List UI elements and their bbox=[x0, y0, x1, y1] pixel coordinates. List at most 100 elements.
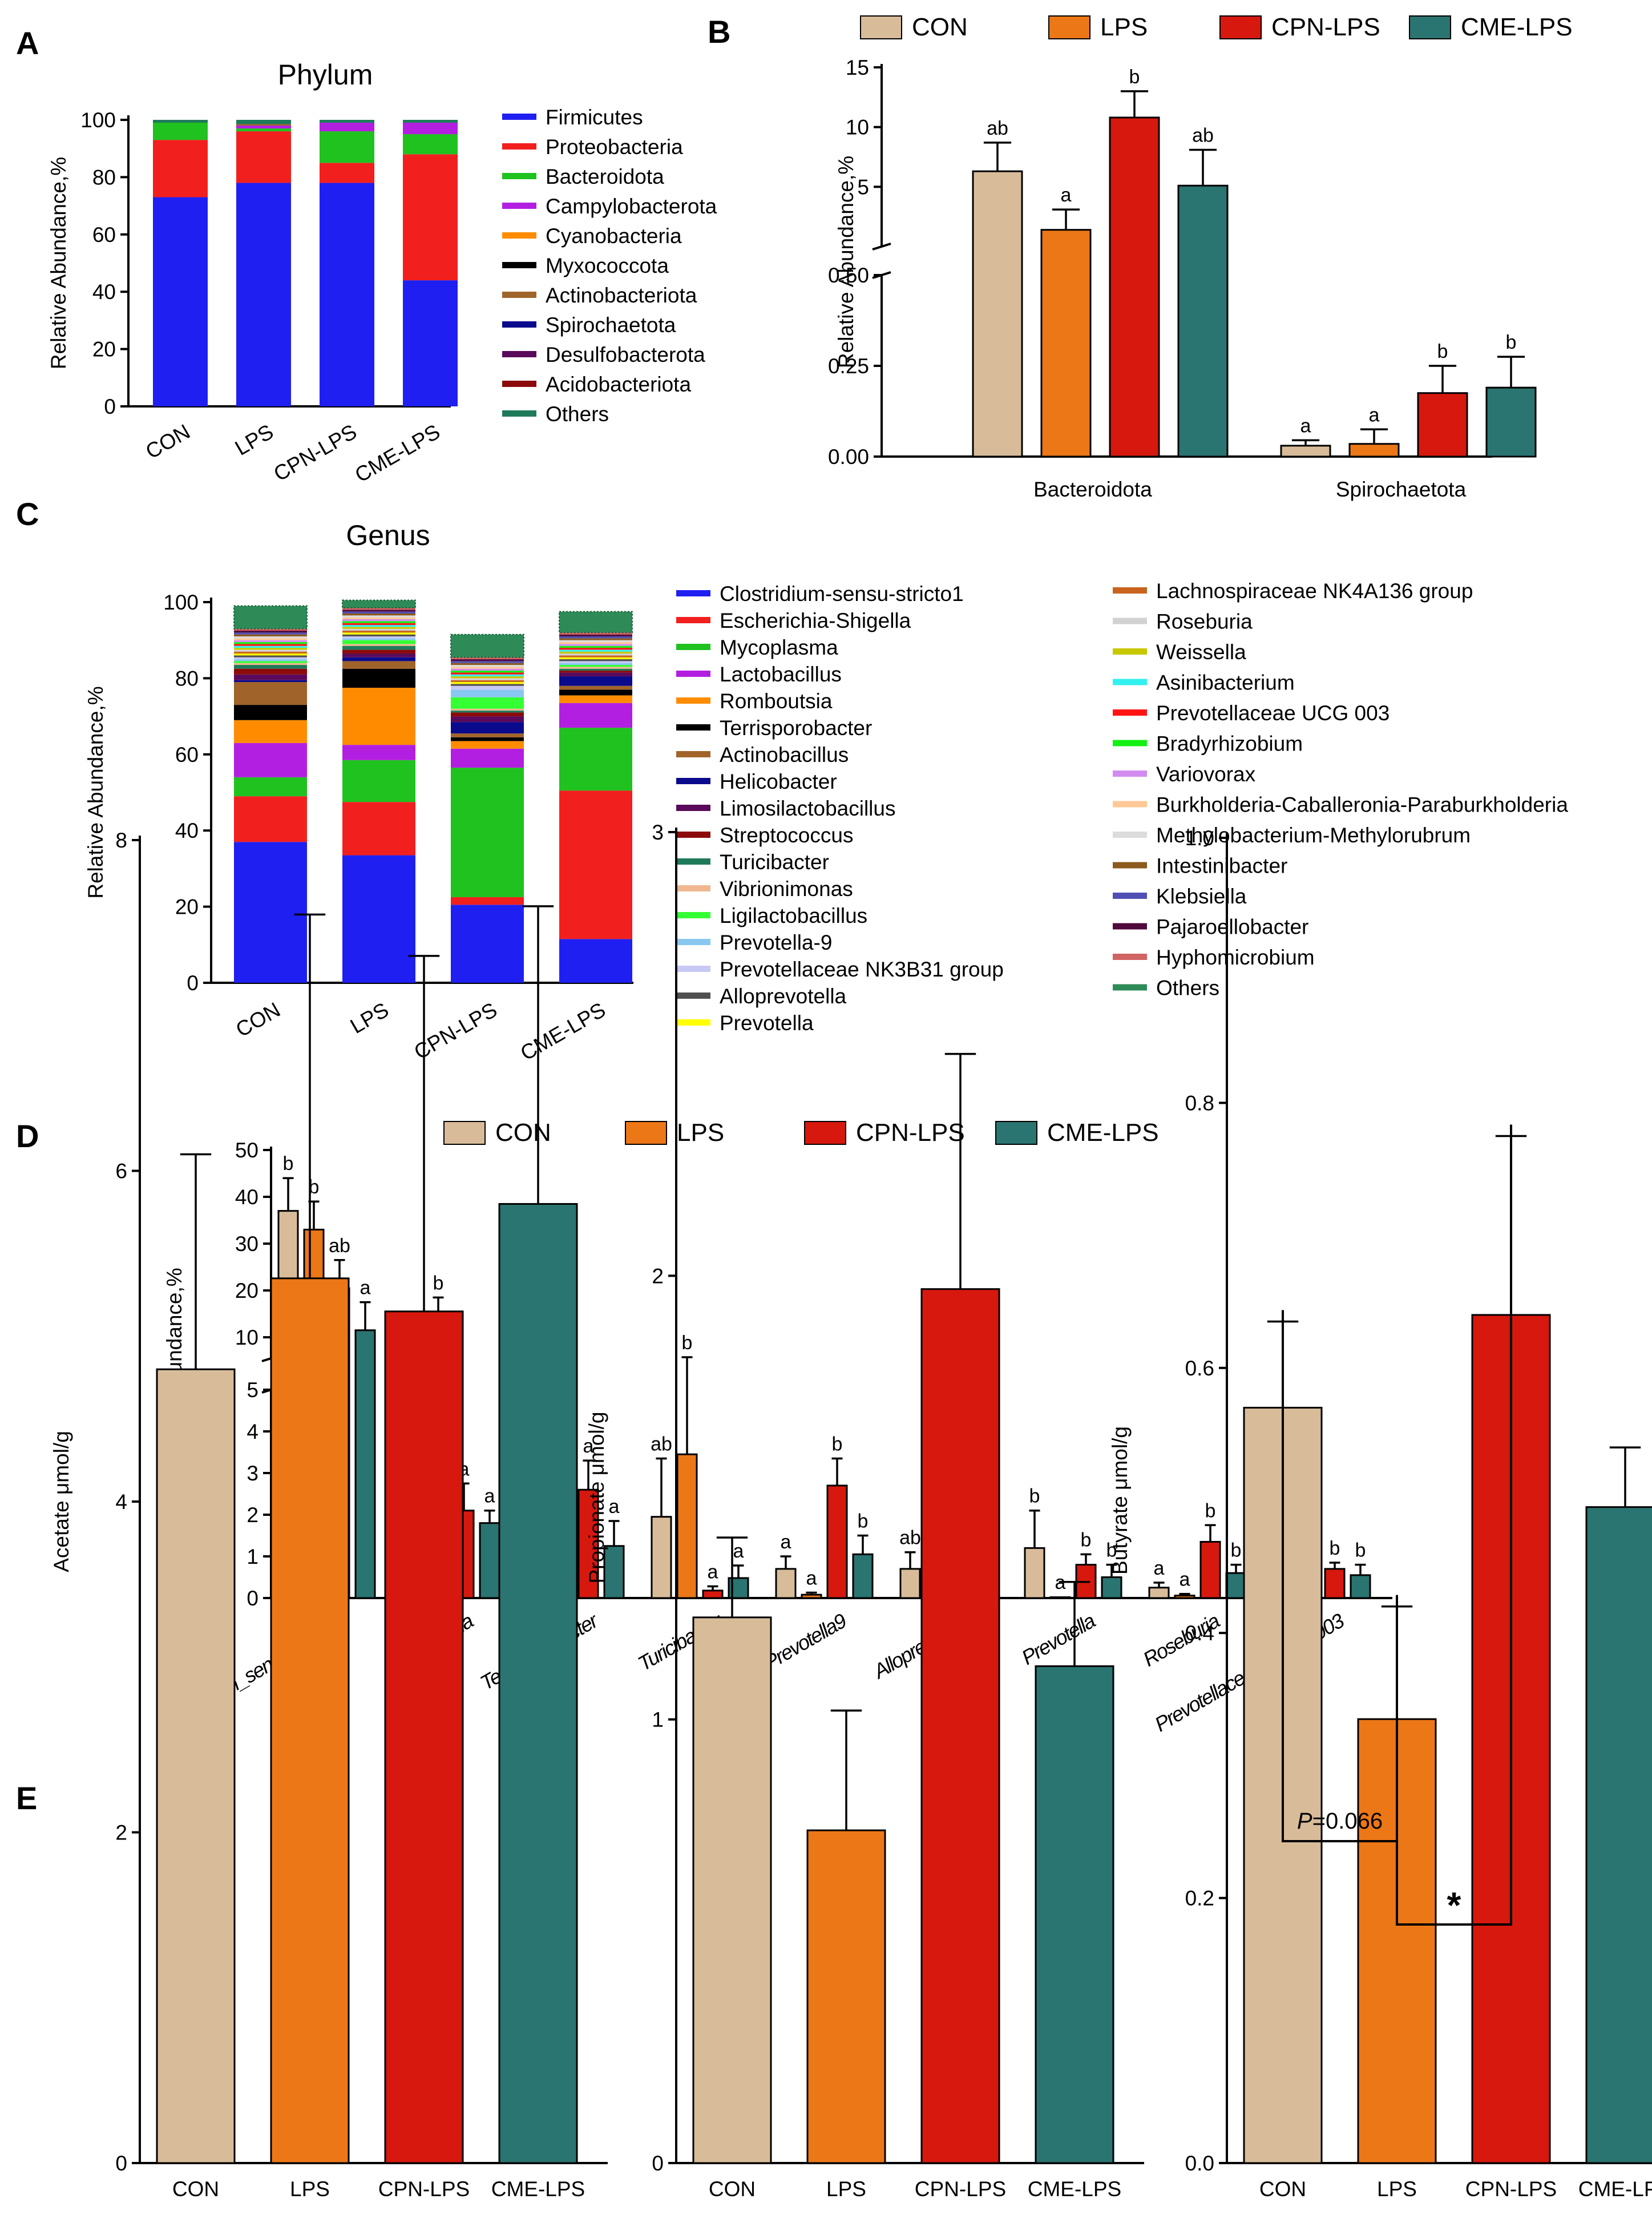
stacked-bar-segment bbox=[451, 674, 524, 677]
stacked-bar-segment bbox=[234, 659, 307, 661]
chart-e1-y-tick-label: 6 bbox=[115, 1160, 127, 1183]
bar bbox=[1177, 184, 1229, 458]
stacked-bar-segment bbox=[236, 120, 291, 124]
panel-d-label: D bbox=[16, 1118, 39, 1154]
bar bbox=[1101, 1576, 1122, 1599]
chart-c-legend-label: Lactobacillus bbox=[720, 663, 842, 686]
chart-e1-y-tick-label: 4 bbox=[115, 1490, 127, 1514]
panel-e-label: E bbox=[16, 1780, 37, 1816]
bar bbox=[806, 1829, 886, 2164]
chart-e2-category-label: LPS bbox=[826, 2177, 866, 2201]
chart-c-y-tick-label: 0 bbox=[187, 971, 199, 995]
significance-letter: b bbox=[283, 1153, 294, 1175]
stacked-bar-segment bbox=[234, 642, 307, 644]
bar bbox=[801, 1593, 822, 1599]
chart-a-legend-label: Spirochaetota bbox=[546, 313, 676, 337]
chart-c-legend-label: Bradyrhizobium bbox=[1156, 732, 1303, 756]
significance-letter: b bbox=[1106, 1540, 1117, 1562]
chart-c-legend-label: Burkholderia-Caballeronia-Paraburkholder… bbox=[1156, 793, 1568, 817]
chart-e3-y-tick-label: 0.0 bbox=[1185, 2152, 1214, 2175]
stacked-bar-segment bbox=[234, 655, 307, 657]
chart-e2-category-label: CPN-LPS bbox=[915, 2177, 1006, 2201]
legend-swatch bbox=[1113, 618, 1147, 624]
chart-c-legend-label: Hyphomicrobium bbox=[1156, 946, 1315, 969]
stacked-bar-segment bbox=[234, 705, 307, 720]
chart-b-legend-label: LPS bbox=[1100, 13, 1148, 41]
significance-letter: ab bbox=[1192, 124, 1214, 146]
significance-letter: b bbox=[1330, 1538, 1340, 1559]
stacked-bar-segment bbox=[234, 651, 307, 654]
chart-c-legend-label: Escherichia-Shigella bbox=[720, 609, 911, 632]
stacked-bar-segment bbox=[451, 711, 524, 713]
chart-e3-category-label: LPS bbox=[1377, 2177, 1417, 2201]
stacked-bar-segment bbox=[451, 737, 524, 741]
stacked-bar-segment bbox=[342, 638, 415, 640]
legend-swatch bbox=[676, 1019, 710, 1026]
significance-star: * bbox=[1447, 1885, 1461, 1926]
bar bbox=[920, 1288, 1000, 2164]
chart-c-legend-label: Prevotellaceae UCG 003 bbox=[1156, 701, 1390, 725]
legend-swatch bbox=[502, 114, 536, 120]
stacked-bar-segment bbox=[342, 653, 415, 657]
significance-letter: a bbox=[781, 1531, 791, 1553]
stacked-bar-segment bbox=[342, 610, 415, 612]
chart-c-legend-label: Romboutsia bbox=[720, 689, 833, 713]
chart-a-y-tick-label: 20 bbox=[92, 338, 116, 361]
chart-a-category-label: LPS bbox=[231, 419, 277, 459]
legend-swatch bbox=[676, 697, 710, 704]
stacked-bar-segment bbox=[451, 680, 524, 683]
stacked-bar-segment bbox=[451, 905, 524, 983]
legend-swatch bbox=[676, 671, 710, 677]
stacked-bar-segment bbox=[234, 663, 307, 665]
chart-c-legend-label: Prevotella bbox=[720, 1011, 814, 1035]
stacked-bar-segment bbox=[234, 653, 307, 656]
legend-swatch bbox=[676, 751, 710, 757]
stacked-bar-segment bbox=[342, 625, 415, 627]
chart-e3-y-tick-label: 1.0 bbox=[1185, 826, 1214, 850]
chart-d-y-tick-label: 30 bbox=[235, 1232, 258, 1256]
stacked-bar-segment bbox=[342, 611, 415, 614]
stacked-bar-segment bbox=[234, 634, 307, 637]
chart-b-y-tick-label: 0.25 bbox=[828, 354, 869, 378]
stacked-bar-segment bbox=[320, 183, 374, 406]
chart-d-y-tick-label: 50 bbox=[235, 1139, 258, 1162]
chart-b-axis-break bbox=[872, 243, 891, 251]
stacked-bar-segment bbox=[559, 661, 632, 663]
chart-a-y-tick-label: 60 bbox=[92, 223, 116, 247]
stacked-bar-segment bbox=[234, 628, 307, 631]
bar bbox=[692, 1616, 772, 2164]
chart-e1-category-label: LPS bbox=[290, 2177, 330, 2201]
stacked-bar-segment bbox=[451, 712, 524, 717]
chart-a-y-tick-label: 80 bbox=[92, 166, 116, 189]
bar bbox=[1324, 1568, 1346, 1599]
stacked-bar-segment bbox=[320, 131, 374, 163]
chart-c-y-tick-label: 100 bbox=[163, 591, 199, 614]
chart-b-legend-label: CPN-LPS bbox=[1271, 13, 1380, 41]
stacked-bar-segment bbox=[153, 140, 208, 197]
stacked-bar-segment bbox=[342, 688, 415, 745]
chart-b-category-label: Spirochaetota bbox=[1336, 478, 1467, 501]
stacked-bar-segment bbox=[451, 733, 524, 737]
bar bbox=[775, 1568, 797, 1599]
significance-letter: a bbox=[708, 1562, 718, 1583]
stacked-bar-segment bbox=[342, 657, 415, 661]
significance-letter: b bbox=[858, 1511, 869, 1532]
significance-letter: ab bbox=[651, 1433, 672, 1455]
stacked-bar-segment bbox=[234, 632, 307, 635]
stacked-bar-segment bbox=[451, 671, 524, 673]
chart-a-legend-label: Others bbox=[546, 402, 609, 426]
legend-swatch bbox=[676, 992, 710, 999]
chart-c-legend-label: Limosilactobacillus bbox=[720, 797, 895, 820]
bar bbox=[1174, 1595, 1195, 1599]
chart-d-legend-label: LPS bbox=[677, 1119, 724, 1147]
significance-letter: b bbox=[1506, 332, 1517, 353]
stacked-bar-segment bbox=[234, 796, 307, 842]
significance-letter: ab bbox=[987, 118, 1008, 139]
chart-a-legend-label: Myxococcota bbox=[546, 254, 669, 277]
chart-c-category-label: CME-LPS bbox=[516, 998, 609, 1065]
stacked-bar-segment bbox=[342, 644, 415, 646]
chart-c-legend-label: Clostridium-sensu-stricto1 bbox=[720, 582, 964, 606]
chart-e2-y-tick-label: 2 bbox=[652, 1264, 664, 1288]
significance-letter: a bbox=[484, 1486, 495, 1507]
legend-swatch bbox=[676, 617, 710, 623]
